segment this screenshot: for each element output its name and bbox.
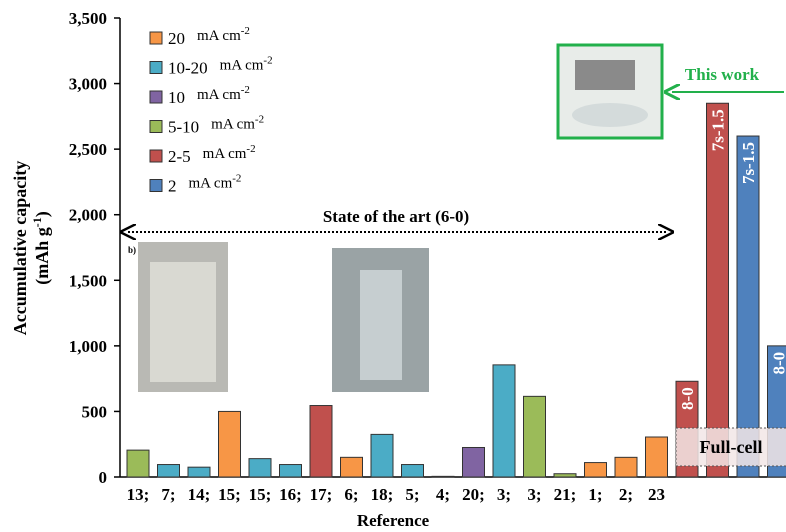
legend-unit-sup: -2: [241, 84, 250, 96]
bar-label: 8-0: [770, 352, 786, 375]
legend-label: 20: [168, 29, 185, 48]
x-tick-label: 16;: [279, 485, 302, 504]
x-tick-label: 3;: [497, 485, 511, 504]
y-tick-label: 2,500: [69, 140, 107, 159]
y-label-sup: -1: [30, 217, 44, 227]
bar: [553, 473, 577, 478]
legend-unit-base: mA cm: [197, 28, 241, 44]
legend-label: 2-5: [168, 147, 191, 166]
bar: [157, 464, 180, 478]
x-tick-label: 13;: [127, 485, 150, 504]
y-label-end: ): [32, 211, 53, 217]
y-tick-label: 0: [99, 468, 108, 487]
bar: [523, 395, 546, 478]
bar: [706, 102, 729, 478]
x-tick-label: 6;: [344, 485, 358, 504]
bar: [187, 466, 211, 478]
bar: [736, 135, 760, 478]
this-work-label: This work: [685, 65, 760, 84]
x-tick-label: 4;: [436, 485, 450, 504]
photo-detail: [572, 103, 648, 127]
legend-unit-sup: -2: [241, 25, 250, 37]
legend-unit: mA cm-2: [189, 173, 242, 192]
bar: [645, 436, 668, 478]
y-tick-label: 500: [82, 402, 108, 421]
y-label-unit: (mAh g: [32, 227, 53, 285]
legend-unit-base: mA cm: [211, 117, 255, 133]
bar: [431, 475, 455, 478]
y-tick-label: 1,500: [69, 271, 107, 290]
x-tick-label: 7;: [161, 485, 175, 504]
photo-detail: [360, 270, 402, 380]
y-axis-label: Accumulative capacity: [10, 161, 30, 335]
legend-unit-sup: -2: [255, 114, 264, 126]
legend-label: 10: [168, 88, 185, 107]
y-tick-label: 1,000: [69, 337, 107, 356]
x-tick-label: 1;: [588, 485, 602, 504]
legend-label: 10-20: [168, 59, 208, 78]
legend-unit-sup: -2: [246, 143, 255, 155]
bar: [584, 462, 607, 478]
y-tick-label: 2,000: [69, 206, 107, 225]
legend-swatch: [149, 179, 163, 192]
x-tick-label: 17;: [310, 485, 333, 504]
x-tick-label: 23: [648, 485, 665, 504]
x-tick-label: 2;: [619, 485, 633, 504]
legend-unit: mA cm-2: [197, 84, 250, 103]
bar: [309, 405, 333, 478]
bar: [462, 446, 485, 478]
legend-unit: mA cm-2: [211, 114, 264, 133]
legend-label: 2: [168, 177, 177, 196]
bar: [340, 456, 363, 478]
bar: [218, 410, 241, 478]
bar: [614, 456, 638, 478]
x-tick-label: 21;: [554, 485, 577, 504]
x-tick-label: 14;: [188, 485, 211, 504]
legend-swatch: [149, 149, 163, 163]
state-label: State of the art (6-0): [323, 207, 469, 226]
x-axis-label: Reference: [357, 511, 430, 530]
legend-unit-sup: -2: [263, 55, 272, 67]
legend-unit: mA cm-2: [197, 25, 250, 44]
bar: [370, 433, 394, 478]
x-tick-label: 3;: [527, 485, 541, 504]
y-axis-label-2: (mAh g-1): [30, 211, 53, 285]
bar-label: 7s-1.5: [709, 109, 728, 151]
bar-label: 8-0: [678, 387, 697, 410]
legend-unit-base: mA cm: [220, 58, 264, 74]
bar: [248, 458, 272, 478]
legend-swatch: [149, 61, 163, 74]
full-cell-label: Full-cell: [700, 437, 763, 457]
legend-unit-sup: -2: [232, 173, 241, 185]
legend-swatch: [149, 120, 163, 133]
y-label-line: Accumulative capacity: [10, 161, 30, 335]
x-tick-label: 5;: [405, 485, 419, 504]
x-tick-label: 15;: [249, 485, 272, 504]
photo-detail: [575, 60, 635, 90]
bar: [492, 364, 516, 478]
x-tick-label: 20;: [462, 485, 485, 504]
x-tick-label: 18;: [371, 485, 394, 504]
inset-photos: [138, 43, 664, 392]
legend-unit-base: mA cm: [197, 87, 241, 103]
y-tick-label: 3,500: [69, 9, 107, 28]
bar: [279, 464, 302, 478]
full-cell-box: [675, 427, 786, 467]
legend-unit-base: mA cm: [189, 176, 233, 192]
legend-unit: mA cm-2: [220, 55, 273, 74]
legend-unit-base: mA cm: [203, 146, 247, 162]
bar: [401, 464, 424, 478]
legend-label: 5-10: [168, 118, 199, 137]
bar-label: 7s-1.5: [739, 142, 758, 184]
legend-swatch: [149, 31, 163, 45]
inset-label: b): [128, 245, 136, 255]
bar: [126, 449, 150, 478]
legend-swatch: [149, 90, 163, 104]
y-tick-label: 3,000: [69, 75, 107, 94]
legend-unit: mA cm-2: [203, 143, 256, 162]
x-tick-label: 15;: [218, 485, 241, 504]
photo-detail: [150, 262, 216, 382]
